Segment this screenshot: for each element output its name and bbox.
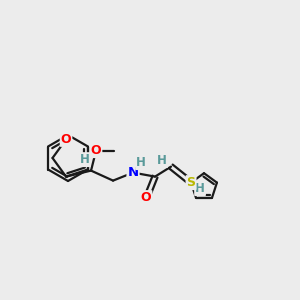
Text: H: H (157, 154, 167, 167)
Text: H: H (136, 156, 146, 169)
Text: O: O (61, 133, 71, 146)
Text: H: H (80, 153, 90, 166)
Text: H: H (195, 182, 205, 195)
Text: S: S (187, 176, 196, 189)
Text: O: O (91, 144, 101, 157)
Text: O: O (141, 191, 152, 204)
Text: N: N (128, 166, 139, 179)
